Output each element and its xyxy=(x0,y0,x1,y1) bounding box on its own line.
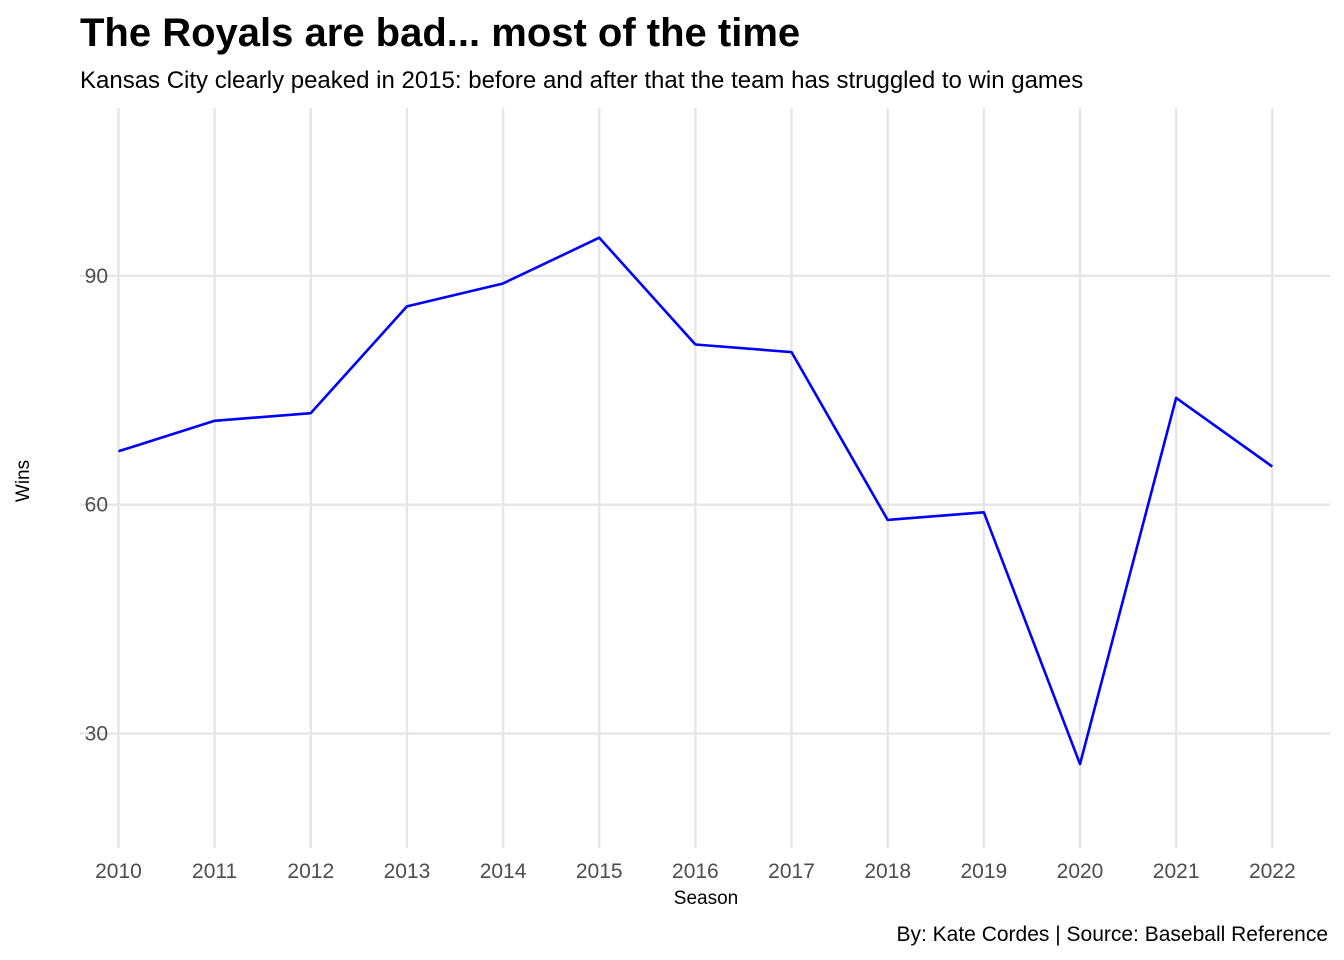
x-tick-label: 2022 xyxy=(1249,860,1296,883)
x-tick-label: 2021 xyxy=(1153,860,1200,883)
x-tick-label: 2013 xyxy=(384,860,431,883)
chart-caption: By: Kate Cordes | Source: Baseball Refer… xyxy=(896,923,1328,946)
chart-title: The Royals are bad... most of the time xyxy=(80,11,800,55)
chart-subtitle: Kansas City clearly peaked in 2015: befo… xyxy=(80,67,1083,94)
y-axis-label: Wins xyxy=(13,460,34,502)
x-tick-label: 2020 xyxy=(1057,860,1104,883)
x-tick-label: 2010 xyxy=(95,860,142,883)
x-tick-label: 2019 xyxy=(960,860,1007,883)
y-tick-label: 60 xyxy=(85,494,108,517)
x-tick-label: 2018 xyxy=(864,860,911,883)
x-tick-label: 2015 xyxy=(576,860,623,883)
x-tick-label: 2014 xyxy=(480,860,527,883)
x-tick-label: 2012 xyxy=(287,860,334,883)
x-tick-label: 2016 xyxy=(672,860,719,883)
x-axis-label: Season xyxy=(674,888,738,909)
y-axis-ticks: 30 60 90 xyxy=(85,265,108,746)
x-tick-label: 2011 xyxy=(192,860,237,883)
y-tick-label: 30 xyxy=(85,723,108,746)
gridlines xyxy=(80,108,1330,848)
series-layer xyxy=(118,236,1274,766)
wins-series-line xyxy=(118,236,1274,766)
x-tick-label: 2017 xyxy=(768,860,815,883)
x-axis-ticks: 2010 2011 2012 2013 2014 2015 2016 2017 2018 2019… xyxy=(95,860,1296,883)
y-tick-label: 90 xyxy=(85,265,108,288)
